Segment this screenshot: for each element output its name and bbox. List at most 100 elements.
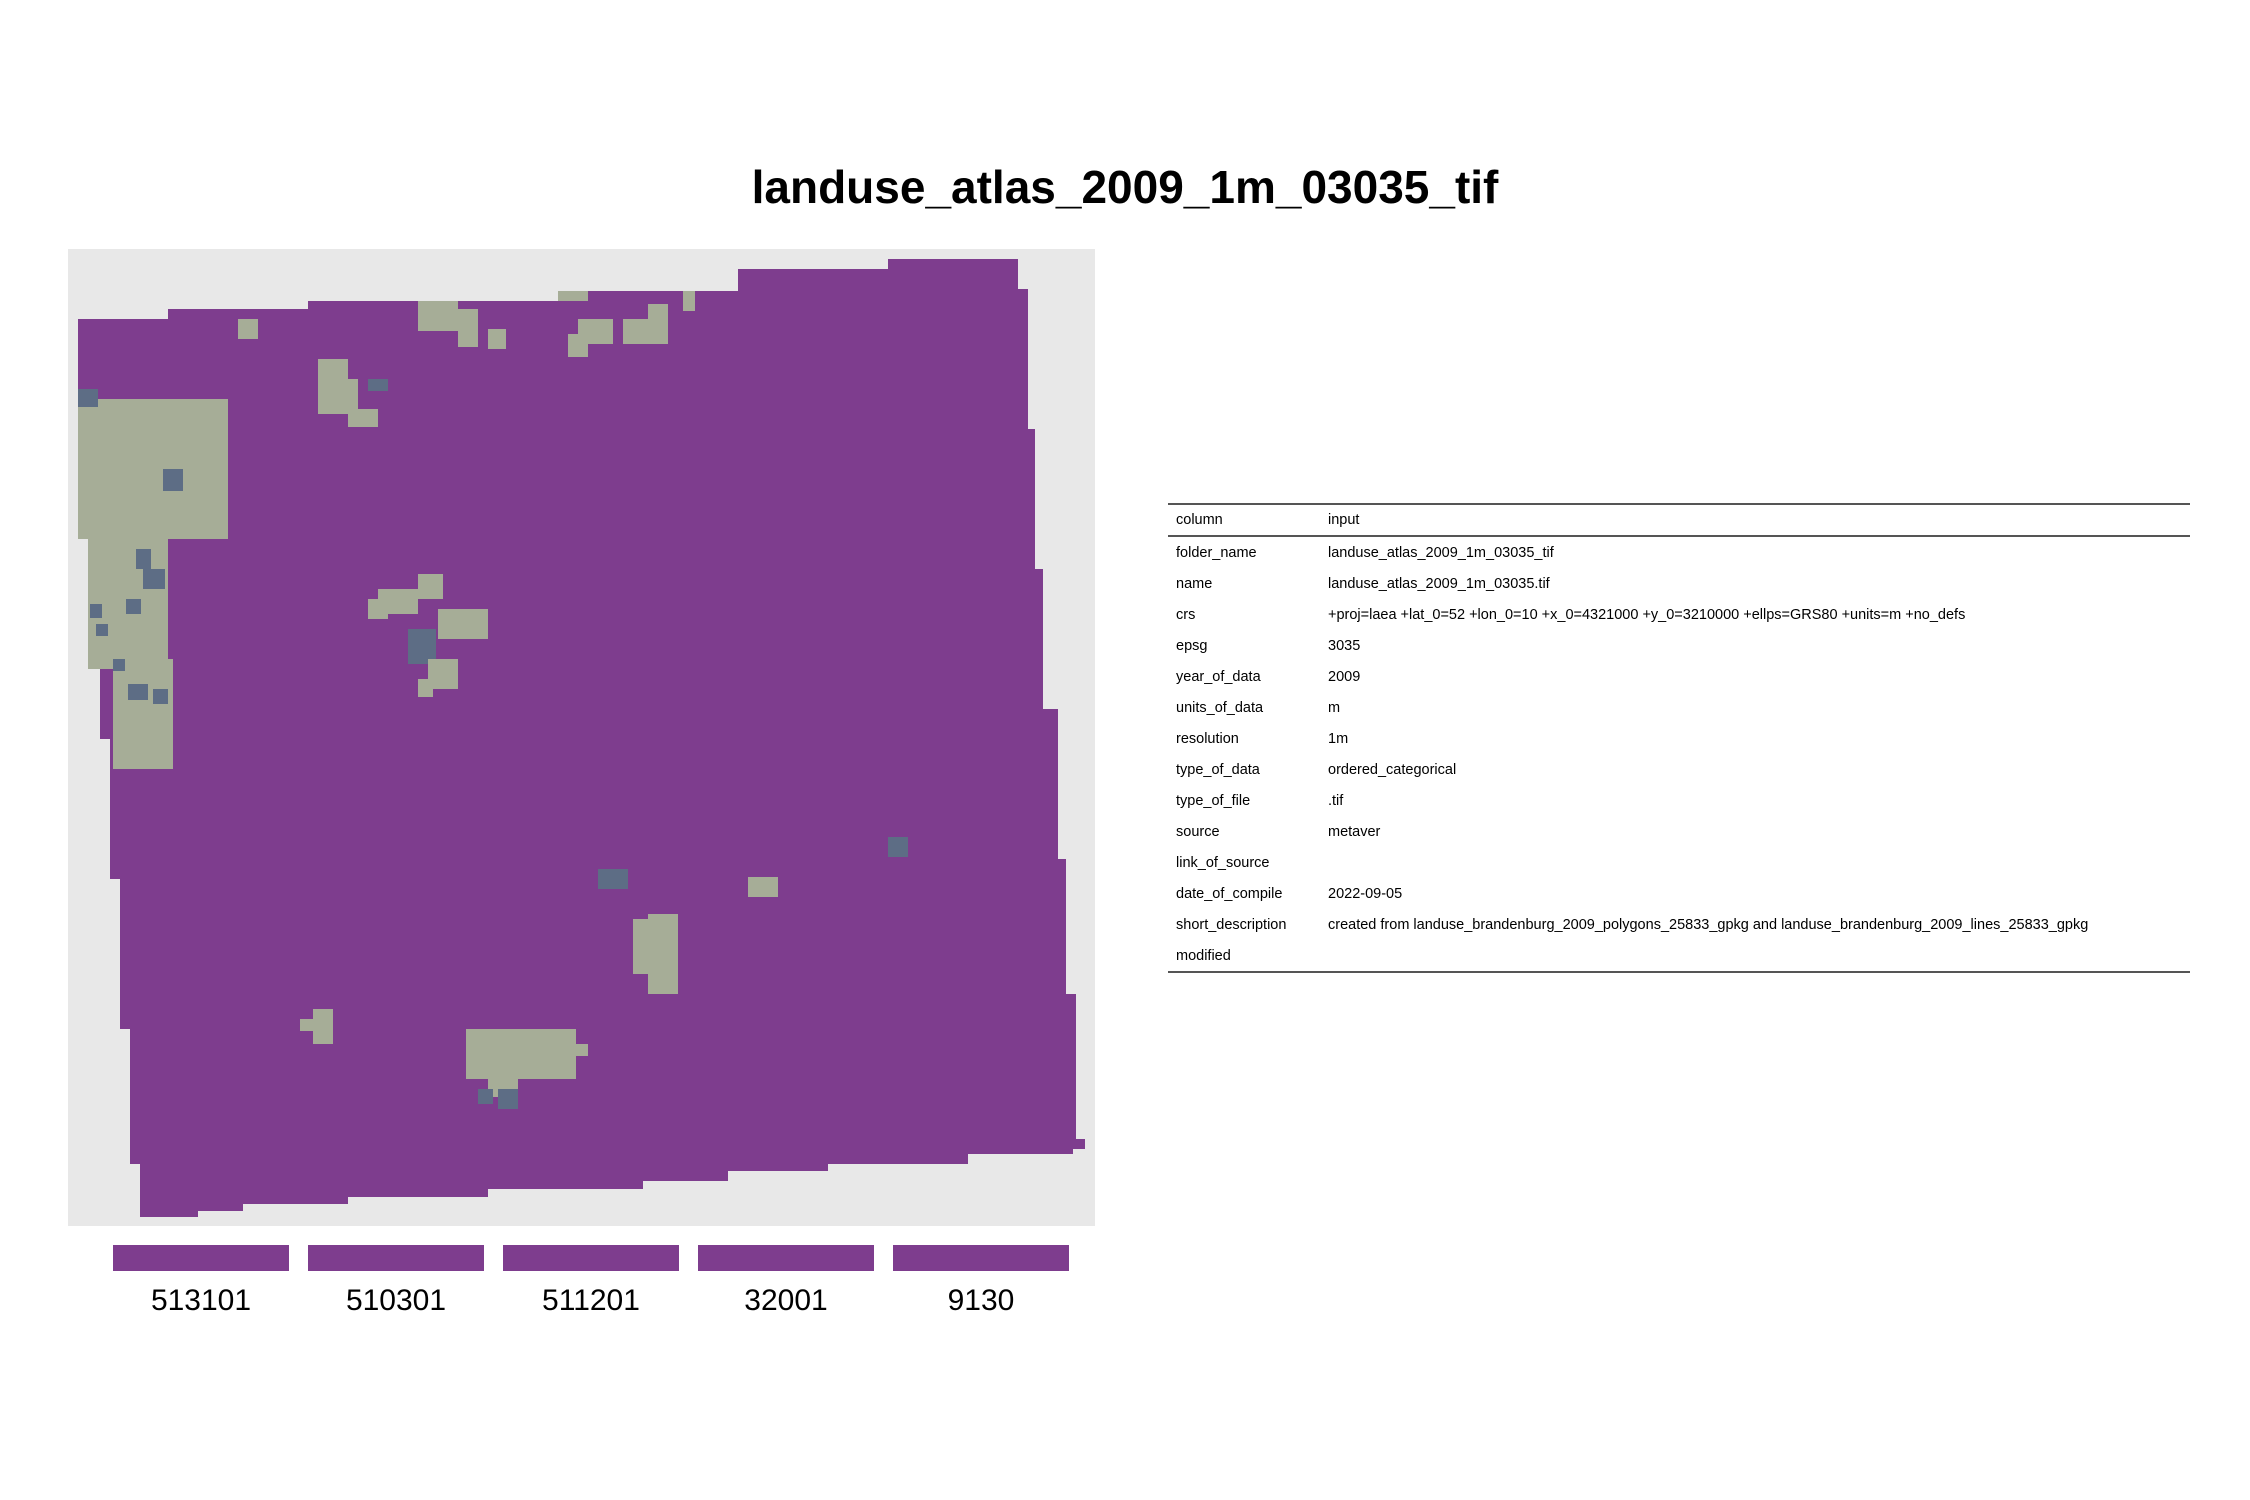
patch-dark-east bbox=[888, 837, 908, 857]
raster-extent bbox=[78, 259, 1085, 1217]
patch-dark-8 bbox=[113, 659, 125, 671]
metadata-key: crs bbox=[1176, 606, 1196, 623]
metadata-row-modified: modified bbox=[1168, 940, 2190, 972]
legend-swatch bbox=[113, 1245, 289, 1271]
patch-top-1 bbox=[238, 319, 258, 339]
patch-dark-9 bbox=[128, 684, 148, 700]
patch-lower-center-edge bbox=[663, 934, 678, 949]
patch-dark-7 bbox=[96, 624, 108, 636]
metadata-key: units_of_data bbox=[1176, 699, 1264, 716]
patch-west-tail bbox=[153, 704, 167, 719]
patch-dark-lower-2 bbox=[498, 1089, 518, 1109]
patch-dark-middle bbox=[598, 869, 628, 889]
legend-swatch bbox=[893, 1245, 1069, 1271]
metadata-key: resolution bbox=[1176, 730, 1239, 747]
metadata-key: name bbox=[1176, 575, 1213, 592]
metadata-value bbox=[1320, 940, 2190, 972]
metadata-header-row: column input bbox=[1168, 504, 2190, 536]
metadata-header-column: column bbox=[1176, 512, 1223, 528]
metadata-table-container: column input folder_name landuse_atlas_20… bbox=[1168, 503, 2190, 973]
patch-dark-2 bbox=[163, 469, 183, 491]
metadata-value bbox=[1320, 847, 2190, 878]
landuse-raster-map bbox=[78, 259, 1085, 1217]
patch-top-6 bbox=[458, 309, 478, 347]
legend-item-513101: 513101 bbox=[113, 1245, 289, 1318]
metadata-row-link_of_source: link_of_source bbox=[1168, 847, 2190, 878]
metadata-row-name: name landuse_atlas_2009_1m_03035.tif bbox=[1168, 568, 2190, 599]
patch-top-13 bbox=[683, 291, 695, 311]
legend-swatch bbox=[308, 1245, 484, 1271]
metadata-row-date_of_compile: date_of_compile 2022-09-05 bbox=[1168, 878, 2190, 909]
metadata-row-units_of_data: units_of_data m bbox=[1168, 692, 2190, 723]
patch-center-3 bbox=[418, 574, 443, 599]
metadata-key: modified bbox=[1176, 947, 1231, 964]
patch-dark-top bbox=[368, 379, 388, 391]
metadata-key: type_of_file bbox=[1176, 792, 1251, 809]
metadata-row-type_of_data: type_of_data ordered_categorical bbox=[1168, 754, 2190, 785]
metadata-key: date_of_compile bbox=[1176, 885, 1283, 902]
patch-dark-4 bbox=[143, 569, 165, 589]
patch-top-4 bbox=[348, 409, 378, 427]
metadata-value: landuse_atlas_2009_1m_03035_tif bbox=[1328, 544, 1554, 561]
patch-center-6 bbox=[418, 679, 433, 697]
metadata-value: ordered_categorical bbox=[1328, 761, 1457, 778]
legend-label: 513101 bbox=[150, 1284, 252, 1317]
metadata-value: 1m bbox=[1328, 730, 1349, 747]
patch-top-10 bbox=[568, 334, 588, 357]
patch-top-12 bbox=[648, 304, 668, 344]
patch-dark-6 bbox=[90, 604, 102, 618]
map-panel bbox=[68, 249, 1095, 1226]
metadata-value: 2022-09-05 bbox=[1328, 885, 1403, 902]
metadata-row-crs: crs +proj=laea +lat_0=52 +lon_0=10 +x_0=4… bbox=[1168, 599, 2190, 630]
metadata-header-input: input bbox=[1328, 512, 1360, 528]
metadata-table: column input folder_name landuse_atlas_20… bbox=[1168, 503, 2190, 973]
patch-dark-lower-1 bbox=[478, 1089, 493, 1104]
patch-small-right bbox=[748, 877, 778, 897]
patch-dark-3 bbox=[136, 549, 151, 569]
metadata-row-folder_name: folder_name landuse_atlas_2009_1m_03035_t… bbox=[1168, 536, 2190, 568]
metadata-row-epsg: epsg 3035 bbox=[1168, 630, 2190, 661]
patch-center-4 bbox=[438, 609, 488, 639]
legend-swatch bbox=[698, 1245, 874, 1271]
patch-lower-large-edge bbox=[573, 1044, 588, 1056]
patch-lower-left bbox=[313, 1009, 333, 1044]
metadata-value: m bbox=[1328, 699, 1341, 716]
legend-label: 510301 bbox=[345, 1284, 447, 1317]
metadata-value: 2009 bbox=[1328, 668, 1361, 685]
patch-center-2 bbox=[368, 599, 388, 619]
metadata-key: folder_name bbox=[1176, 544, 1257, 561]
metadata-value: metaver bbox=[1328, 823, 1381, 840]
patch-top-3 bbox=[338, 379, 358, 409]
metadata-key: source bbox=[1176, 823, 1220, 840]
map-legend: 513101 510301 511201 32001 9130 bbox=[113, 1245, 1073, 1325]
patch-center-dark bbox=[408, 629, 436, 664]
metadata-value: landuse_atlas_2009_1m_03035.tif bbox=[1328, 575, 1550, 592]
legend-label: 32001 bbox=[744, 1284, 828, 1317]
legend-label: 9130 bbox=[947, 1284, 1015, 1317]
patch-top-8 bbox=[558, 291, 588, 301]
patch-lower-large-tail bbox=[508, 1054, 568, 1079]
metadata-row-resolution: resolution 1m bbox=[1168, 723, 2190, 754]
metadata-value: +proj=laea +lat_0=52 +lon_0=10 +x_0=4321… bbox=[1328, 606, 1966, 623]
metadata-row-short_description: short_description created from landuse_br… bbox=[1168, 909, 2190, 940]
patch-dark-5 bbox=[126, 599, 141, 614]
legend-label: 511201 bbox=[542, 1284, 640, 1317]
legend-item-510301: 510301 bbox=[308, 1245, 484, 1318]
metadata-key: year_of_data bbox=[1176, 668, 1261, 685]
patch-west-large bbox=[78, 399, 228, 539]
legend-item-32001: 32001 bbox=[698, 1245, 874, 1318]
metadata-row-source: source metaver bbox=[1168, 816, 2190, 847]
patch-top-7 bbox=[488, 329, 506, 349]
legend-item-9130: 9130 bbox=[893, 1245, 1069, 1318]
patch-dark-1 bbox=[78, 389, 98, 407]
metadata-row-year_of_data: year_of_data 2009 bbox=[1168, 661, 2190, 692]
patch-top-5 bbox=[418, 301, 458, 331]
patch-lower-left-edge bbox=[300, 1019, 315, 1031]
metadata-value: .tif bbox=[1328, 792, 1344, 809]
metadata-key: short_description bbox=[1176, 916, 1287, 933]
metadata-key: link_of_source bbox=[1176, 854, 1270, 871]
map-title: landuse_atlas_2009_1m_03035_tif bbox=[751, 161, 1499, 213]
metadata-key: epsg bbox=[1176, 637, 1208, 654]
legend-swatch bbox=[503, 1245, 679, 1271]
legend-item-511201: 511201 bbox=[503, 1245, 679, 1318]
